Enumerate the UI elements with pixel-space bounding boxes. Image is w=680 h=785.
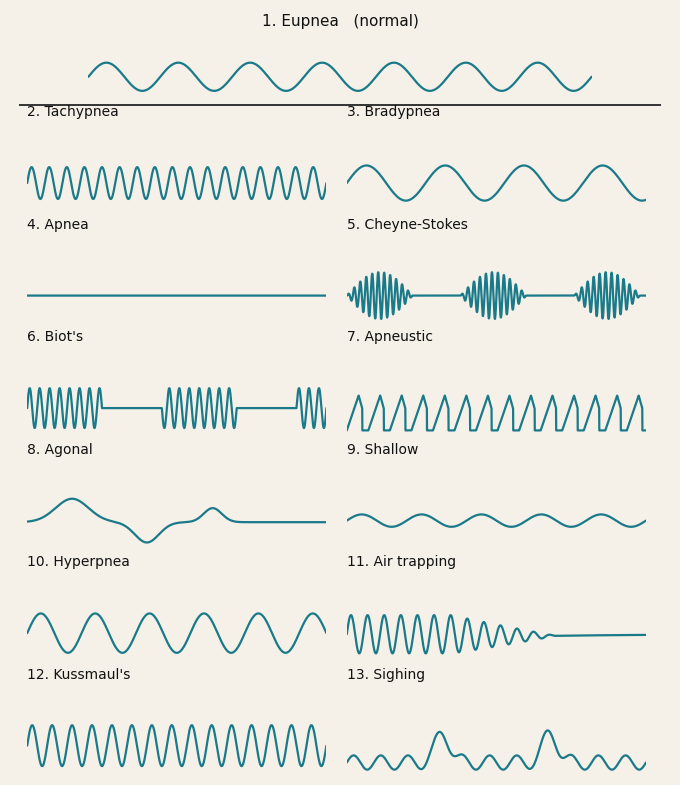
Text: 12. Kussmaul's: 12. Kussmaul's	[27, 668, 131, 682]
Text: 13. Sighing: 13. Sighing	[347, 668, 425, 682]
Text: 4. Apnea: 4. Apnea	[27, 218, 89, 232]
Text: 8. Agonal: 8. Agonal	[27, 443, 93, 457]
Text: 5. Cheyne-Stokes: 5. Cheyne-Stokes	[347, 218, 468, 232]
Text: 1. Eupnea   (normal): 1. Eupnea (normal)	[262, 14, 418, 30]
Text: 3. Bradypnea: 3. Bradypnea	[347, 105, 440, 119]
Text: 6. Biot's: 6. Biot's	[27, 330, 84, 345]
Text: 10. Hyperpnea: 10. Hyperpnea	[27, 556, 130, 569]
Text: 11. Air trapping: 11. Air trapping	[347, 556, 456, 569]
Text: 7. Apneustic: 7. Apneustic	[347, 330, 432, 345]
Text: 9. Shallow: 9. Shallow	[347, 443, 418, 457]
Text: 2. Tachypnea: 2. Tachypnea	[27, 105, 119, 119]
